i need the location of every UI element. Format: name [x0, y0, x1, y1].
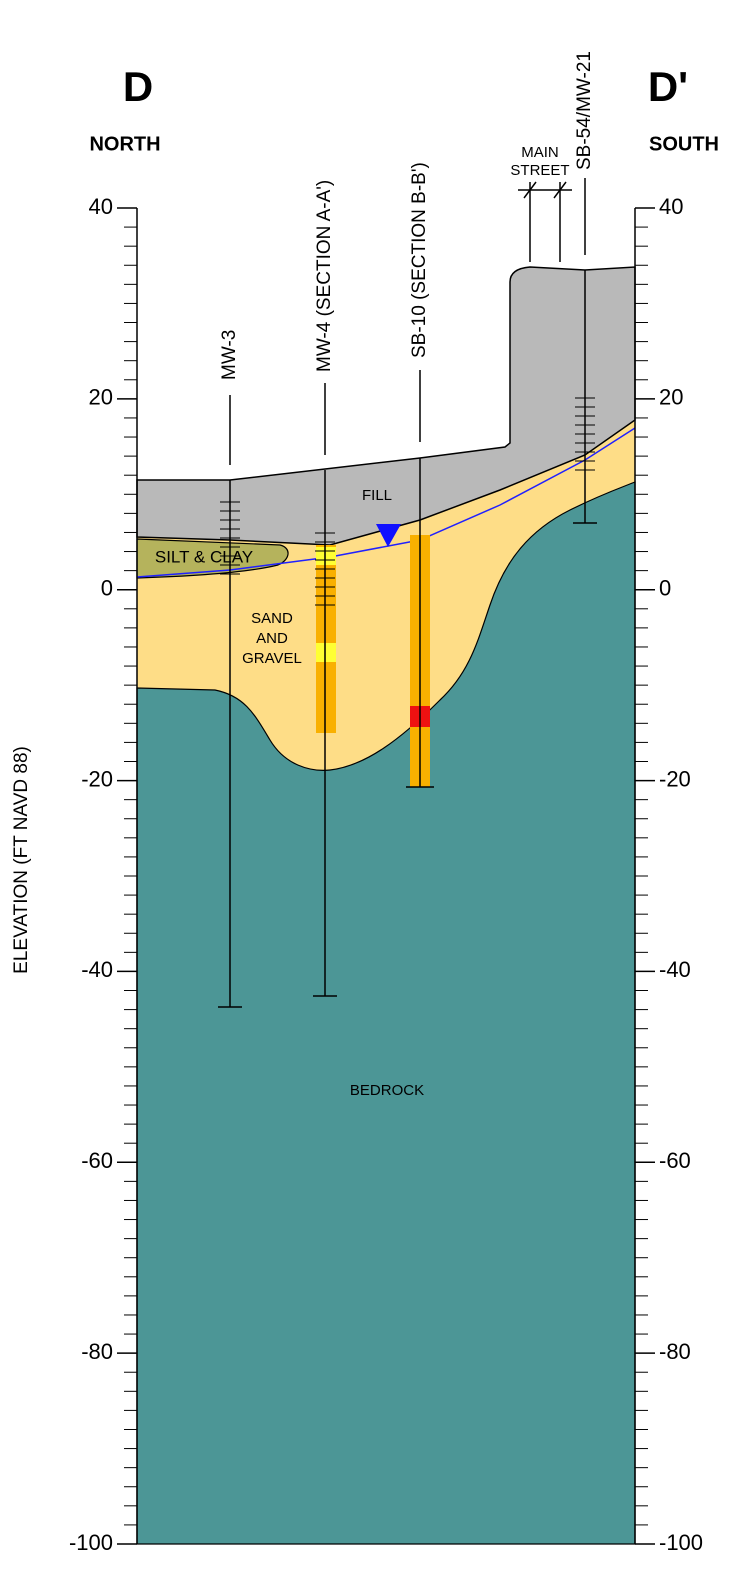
layer-label: FILL — [362, 487, 392, 504]
tick-label: 0 — [659, 576, 671, 601]
section-letter: D' — [648, 63, 688, 110]
tick-label: -100 — [659, 1530, 703, 1555]
tick-label: -40 — [659, 957, 691, 982]
borehole-label: SB-54/MW-21 — [574, 51, 595, 170]
layer-label: AND — [256, 630, 288, 647]
cross-section: D D' NORTH SOUTH ELEVATION (FT NAVD 88) … — [0, 0, 752, 1574]
layer-label: GRAVEL — [242, 650, 302, 667]
tick-label: -20 — [659, 766, 691, 791]
screen-yellow — [316, 547, 336, 565]
borehole-label: MW-3 — [219, 330, 240, 380]
landmark-label: STREET — [510, 162, 569, 179]
tick-label: 20 — [659, 385, 683, 410]
tick-label: -80 — [81, 1339, 113, 1364]
axis-label: ELEVATION (FT NAVD 88) — [11, 746, 32, 974]
screen — [316, 545, 336, 733]
layer-label: SAND — [251, 610, 293, 627]
tick-label: -40 — [81, 957, 113, 982]
layer-label: BEDROCK — [350, 1082, 424, 1099]
borehole-label: SB-10 (SECTION B-B') — [409, 162, 430, 358]
tick-label: -100 — [69, 1530, 113, 1555]
landmark-label: MAIN — [521, 144, 559, 161]
direction: SOUTH — [649, 133, 719, 155]
borehole-label: MW-4 (SECTION A-A') — [314, 180, 335, 372]
section-letter: D — [123, 63, 153, 110]
tick-label: -60 — [81, 1148, 113, 1173]
tick-label: 40 — [89, 194, 113, 219]
tick-label: 0 — [101, 576, 113, 601]
tick-label: -60 — [659, 1148, 691, 1173]
direction: NORTH — [89, 133, 160, 155]
screen-yellow — [316, 643, 336, 662]
tick-label: 40 — [659, 194, 683, 219]
page: {"header":{"left":{"letter":"D","directi… — [0, 0, 752, 1574]
tick-label: 20 — [89, 385, 113, 410]
tick-label: -20 — [81, 766, 113, 791]
layer-label: SILT & CLAY — [155, 547, 253, 566]
tick-label: -80 — [659, 1339, 691, 1364]
